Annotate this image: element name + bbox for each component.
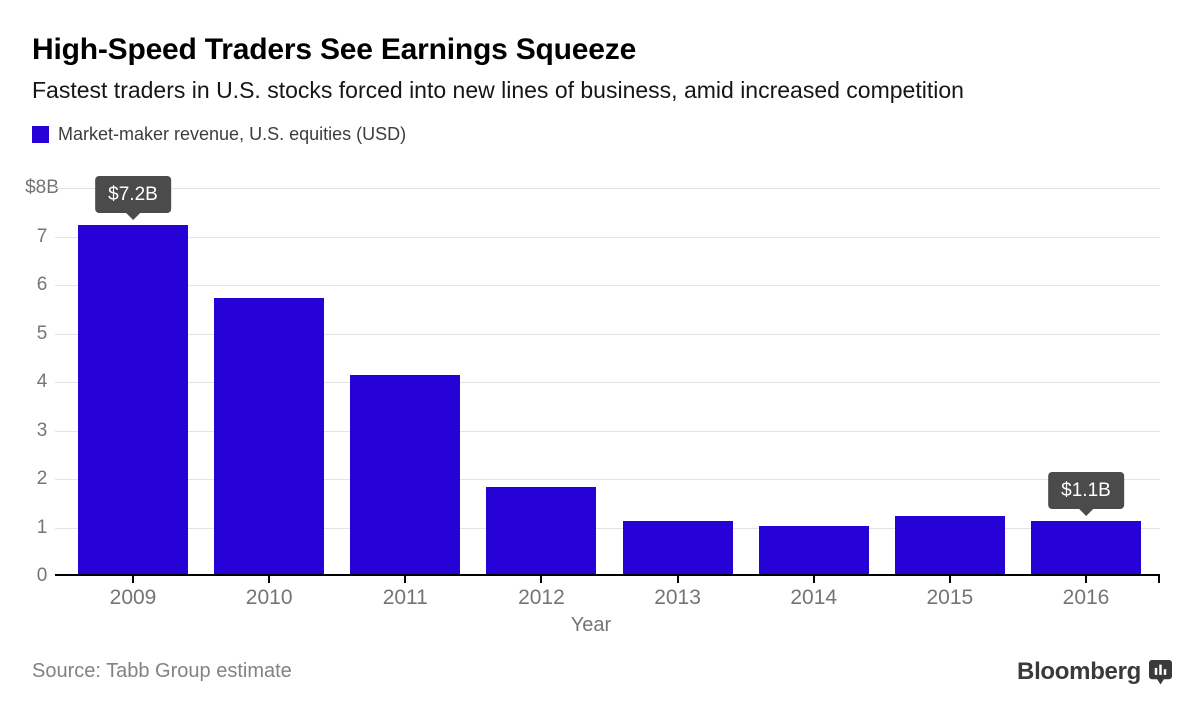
legend-swatch-icon <box>32 126 49 143</box>
value-callout-2009: $7.2B <box>95 175 171 213</box>
bar-2013 <box>622 520 733 574</box>
x-axis-end-tick <box>1158 576 1160 583</box>
y-tick-label: $8B <box>12 175 72 201</box>
x-tick-label-2010: 2010 <box>245 586 293 609</box>
page-title: High-Speed Traders See Earnings Squeeze <box>32 33 637 66</box>
gridline <box>55 382 1160 383</box>
gridline <box>55 236 1160 238</box>
x-tick <box>268 576 271 583</box>
bar-2014 <box>758 525 869 574</box>
bar-2015 <box>894 515 1005 574</box>
y-tick-label: 4 <box>12 369 72 395</box>
y-tick-label: 6 <box>12 272 72 298</box>
gridline <box>55 430 1160 432</box>
legend-label: Market-maker revenue, U.S. equities (USD… <box>58 124 407 144</box>
bar-2012 <box>486 486 597 574</box>
x-tick <box>540 576 543 583</box>
gridline <box>55 188 1160 189</box>
x-tick-label-2016: 2016 <box>1062 586 1110 609</box>
source-note: Source: Tabb Group estimate <box>32 660 292 682</box>
x-tick-label-2011: 2011 <box>382 586 428 609</box>
x-tick-label-2013: 2013 <box>654 586 701 609</box>
gridline <box>55 285 1160 286</box>
x-tick <box>812 576 815 583</box>
y-tick-label: 7 <box>12 224 72 250</box>
plot-area: Year 2009 2010 2011 2012 2013 2014 2015 2016 $7.… <box>55 175 1160 636</box>
y-tick-label: 5 <box>12 321 72 347</box>
x-axis-title: Year <box>570 614 612 636</box>
bar-2009 <box>78 224 188 574</box>
bloomberg-chart-bubble-icon <box>1149 659 1172 685</box>
gridline <box>55 527 1160 529</box>
gridline <box>55 333 1160 335</box>
bloomberg-wordmark: Bloomberg <box>1017 658 1141 685</box>
chart-legend: Market-maker revenue, U.S. equities (USD… <box>32 124 406 145</box>
bar-2010 <box>214 297 325 574</box>
y-tick-label: 2 <box>12 466 72 492</box>
y-tick-label: 3 <box>12 418 72 444</box>
page-subtitle: Fastest traders in U.S. stocks forced in… <box>32 77 964 103</box>
x-tick <box>948 576 951 583</box>
x-tick <box>1085 576 1087 583</box>
x-tick <box>404 576 407 583</box>
x-tick <box>676 576 679 583</box>
x-tick-label-2009: 2009 <box>109 586 157 609</box>
x-tick-label-2015: 2015 <box>926 586 974 609</box>
x-tick-label-2014: 2014 <box>790 586 838 609</box>
bloomberg-logo: Bloomberg <box>1017 658 1172 686</box>
bar-2016 <box>1031 520 1141 574</box>
x-tick-label-2012: 2012 <box>518 586 565 609</box>
value-callout-2016: $1.1B <box>1048 471 1124 509</box>
y-tick-label: 1 <box>12 515 72 541</box>
bar-2011 <box>350 375 461 574</box>
y-axis: $8B 7 6 5 4 3 2 1 0 <box>12 177 72 586</box>
x-tick <box>132 576 134 583</box>
gridline <box>55 479 1160 480</box>
y-tick-label: 0 <box>12 563 72 589</box>
